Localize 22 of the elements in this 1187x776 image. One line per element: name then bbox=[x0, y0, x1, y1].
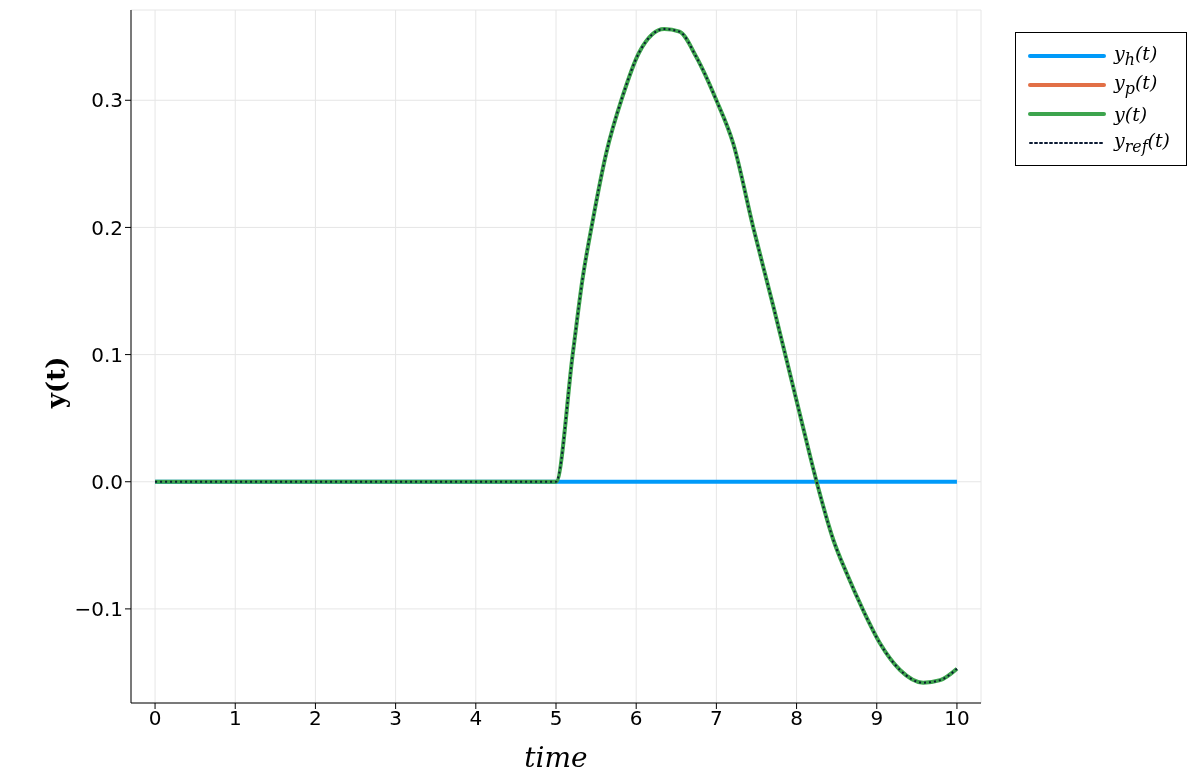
x-tick-label: 1 bbox=[228, 706, 242, 731]
y-tick-label: 0.0 bbox=[91, 469, 123, 494]
y-tick-label: 0.2 bbox=[91, 215, 123, 240]
legend-label: y$_{ref}$(t) bbox=[1114, 129, 1170, 156]
legend-label: y(t) bbox=[1114, 102, 1148, 125]
x-axis-title: time bbox=[524, 740, 588, 774]
x-tick-label: 3 bbox=[389, 706, 402, 731]
y-axis-title: y(t) bbox=[41, 356, 72, 410]
legend-label: y$_{p}$(t) bbox=[1114, 71, 1158, 98]
x-tick-label: 9 bbox=[870, 706, 884, 731]
x-tick-label: 7 bbox=[710, 706, 723, 731]
x-tick-label: 2 bbox=[309, 706, 322, 731]
y-tick-label: −0.1 bbox=[74, 597, 123, 621]
y-tick-label: 0.1 bbox=[91, 342, 123, 367]
x-tick-label: 10 bbox=[944, 706, 970, 731]
x-tick-label: 6 bbox=[629, 706, 643, 731]
x-tick-label: 0 bbox=[148, 706, 162, 731]
x-tick-label: 4 bbox=[469, 706, 483, 731]
y-tick-label: 0.3 bbox=[91, 88, 123, 113]
legend-label: y$_{h}$(t) bbox=[1114, 42, 1158, 69]
x-tick-label: 5 bbox=[549, 706, 563, 731]
x-tick-label: 8 bbox=[790, 706, 803, 731]
